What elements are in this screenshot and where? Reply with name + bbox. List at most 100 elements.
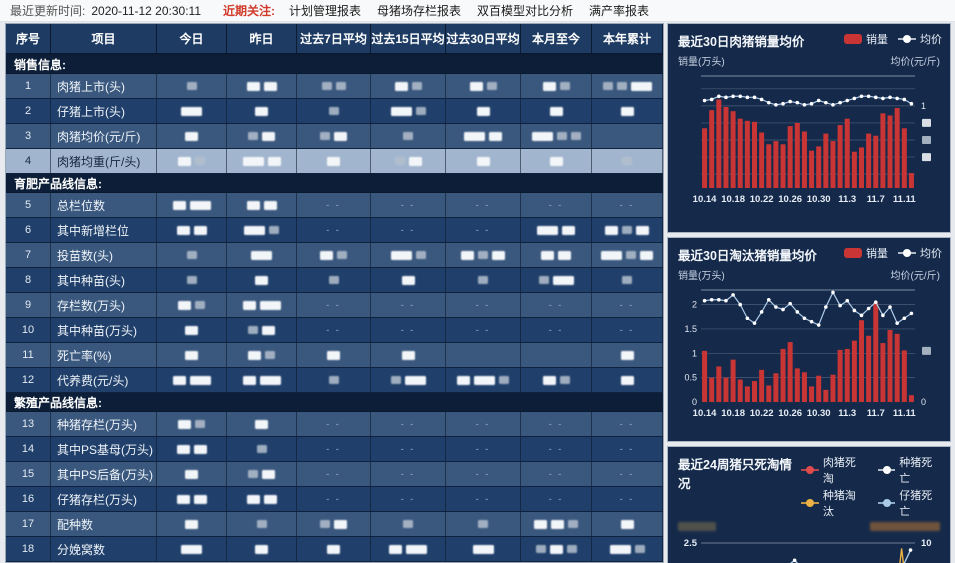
- report-link[interactable]: 母猪场存栏报表: [377, 4, 462, 18]
- table-row[interactable]: 2 仔猪上市(头): [6, 99, 663, 124]
- bar[interactable]: [901, 128, 907, 188]
- table-row[interactable]: 17 配种数: [6, 512, 663, 537]
- x-tick-label: 10.30: [807, 194, 831, 205]
- table-row[interactable]: 4 肉猪均重(斤/头): [6, 149, 663, 174]
- bar[interactable]: [830, 374, 836, 402]
- bar[interactable]: [908, 395, 914, 402]
- bar[interactable]: [816, 146, 822, 188]
- table-row[interactable]: 16 仔猪存栏(万头) - - - - - - - - - -: [6, 487, 663, 512]
- legend-item[interactable]: 仔猪死亡: [877, 487, 942, 519]
- bar[interactable]: [880, 113, 886, 188]
- table-row[interactable]: 12 代养费(元/头): [6, 368, 663, 393]
- bar[interactable]: [873, 302, 879, 402]
- bar[interactable]: [801, 372, 807, 402]
- bar[interactable]: [887, 115, 893, 188]
- bar[interactable]: [780, 348, 786, 402]
- bar[interactable]: [752, 381, 757, 402]
- bar[interactable]: [773, 141, 779, 188]
- chart-plot[interactable]: 10.14 10.18 10.22 10.26 10.30 11.3 11.7 11.11 1: [675, 70, 943, 216]
- legend-item[interactable]: 种猪死亡: [877, 454, 942, 486]
- bar[interactable]: [730, 359, 736, 402]
- bar[interactable]: [866, 335, 872, 402]
- bar[interactable]: [816, 375, 822, 402]
- bar[interactable]: [851, 340, 857, 402]
- table-row[interactable]: 11 死亡率(%): [6, 343, 663, 368]
- bar[interactable]: [859, 147, 864, 188]
- bar[interactable]: [744, 120, 750, 188]
- bar[interactable]: [794, 122, 800, 188]
- legend-item[interactable]: 种猪淘汰: [801, 487, 865, 519]
- bar[interactable]: [723, 106, 729, 188]
- bar[interactable]: [809, 150, 815, 188]
- bar[interactable]: [737, 118, 743, 188]
- bar[interactable]: [766, 144, 772, 188]
- table-row[interactable]: 1 肉猪上市(头): [6, 74, 663, 99]
- bar[interactable]: [773, 373, 779, 402]
- bar[interactable]: [851, 151, 857, 188]
- bar[interactable]: [709, 377, 715, 402]
- table-row[interactable]: 9 存栏数(万头) - - - - - - - - - -: [6, 293, 663, 318]
- bar[interactable]: [866, 133, 872, 188]
- bar[interactable]: [837, 349, 843, 402]
- bar[interactable]: [801, 131, 807, 188]
- chart-plot[interactable]: 2.510281.56: [675, 533, 943, 563]
- bar[interactable]: [780, 144, 786, 188]
- line-marker-icon: [877, 465, 896, 475]
- dash-value: - -: [326, 325, 341, 335]
- bar[interactable]: [908, 173, 914, 188]
- bar[interactable]: [787, 342, 793, 402]
- bar[interactable]: [880, 343, 886, 402]
- bar[interactable]: [894, 333, 900, 402]
- bar[interactable]: [744, 386, 750, 402]
- table-row[interactable]: 5 总栏位数 - - - - - - - - - -: [6, 193, 663, 218]
- value-cell-redacted: [227, 512, 297, 536]
- bar[interactable]: [859, 320, 864, 402]
- bar[interactable]: [901, 350, 907, 402]
- bar[interactable]: [752, 121, 757, 188]
- bar[interactable]: [702, 350, 708, 402]
- bar[interactable]: [894, 108, 900, 188]
- bar[interactable]: [830, 141, 836, 188]
- table-row[interactable]: 18 分娩窝数: [6, 537, 663, 562]
- bar[interactable]: [723, 377, 729, 402]
- bar[interactable]: [823, 133, 829, 188]
- bar[interactable]: [766, 385, 772, 402]
- report-link[interactable]: 双百模型对比分析: [477, 4, 574, 18]
- value-cell-redacted: [446, 343, 521, 367]
- bar[interactable]: [873, 135, 879, 188]
- table-row[interactable]: 8 其中种苗(头): [6, 268, 663, 293]
- bar[interactable]: [823, 389, 829, 402]
- bar[interactable]: [837, 125, 843, 188]
- bar[interactable]: [887, 329, 893, 402]
- table-row[interactable]: 13 种猪存栏(万头) - - - - - - - - - -: [6, 412, 663, 437]
- bar[interactable]: [759, 132, 765, 188]
- bar[interactable]: [809, 386, 815, 402]
- table-row[interactable]: 14 其中PS基母(万头) - - - - - - - - - -: [6, 437, 663, 462]
- bar[interactable]: [759, 369, 765, 402]
- legend-item[interactable]: 均价: [898, 245, 942, 261]
- bar[interactable]: [730, 111, 736, 188]
- report-link[interactable]: 满产率报表: [589, 4, 650, 18]
- bar[interactable]: [787, 126, 793, 188]
- bar[interactable]: [794, 368, 800, 402]
- bar[interactable]: [716, 99, 722, 188]
- table-row[interactable]: 6 其中新增栏位 - - - - - -: [6, 218, 663, 243]
- table-row[interactable]: 10 其中种苗(万头) - - - - - - - - - -: [6, 318, 663, 343]
- bar[interactable]: [844, 118, 850, 188]
- legend-item[interactable]: 均价: [898, 31, 942, 47]
- bar[interactable]: [737, 379, 743, 402]
- table-row[interactable]: 7 投苗数(头): [6, 243, 663, 268]
- bar[interactable]: [702, 128, 708, 188]
- row-number: 2: [6, 99, 51, 123]
- bar[interactable]: [716, 366, 722, 402]
- bar[interactable]: [709, 110, 715, 188]
- value-cell-redacted: [157, 368, 227, 392]
- report-link[interactable]: 计划管理报表: [289, 4, 362, 18]
- bar[interactable]: [844, 348, 850, 402]
- table-row[interactable]: 3 肉猪均价(元/斤): [6, 124, 663, 149]
- chart-plot[interactable]: 10.14 10.18 10.22 10.26 10.30 11.3 11.7 11.11 2 1…: [675, 284, 943, 430]
- legend-item[interactable]: 肉猪死淘: [801, 454, 865, 486]
- table-row[interactable]: 15 其中PS后备(万头) - - - - - - - - - -: [6, 462, 663, 487]
- legend-item[interactable]: 销量: [844, 245, 888, 261]
- legend-item[interactable]: 销量: [844, 31, 888, 47]
